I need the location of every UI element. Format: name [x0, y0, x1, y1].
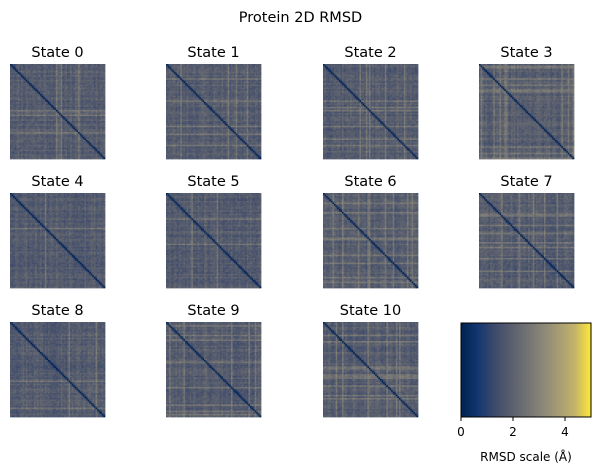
- chart-title: Protein 2D RMSD: [239, 10, 362, 26]
- heatmap-panel: State 0: [10, 45, 105, 159]
- panel-title: State 0: [31, 45, 83, 61]
